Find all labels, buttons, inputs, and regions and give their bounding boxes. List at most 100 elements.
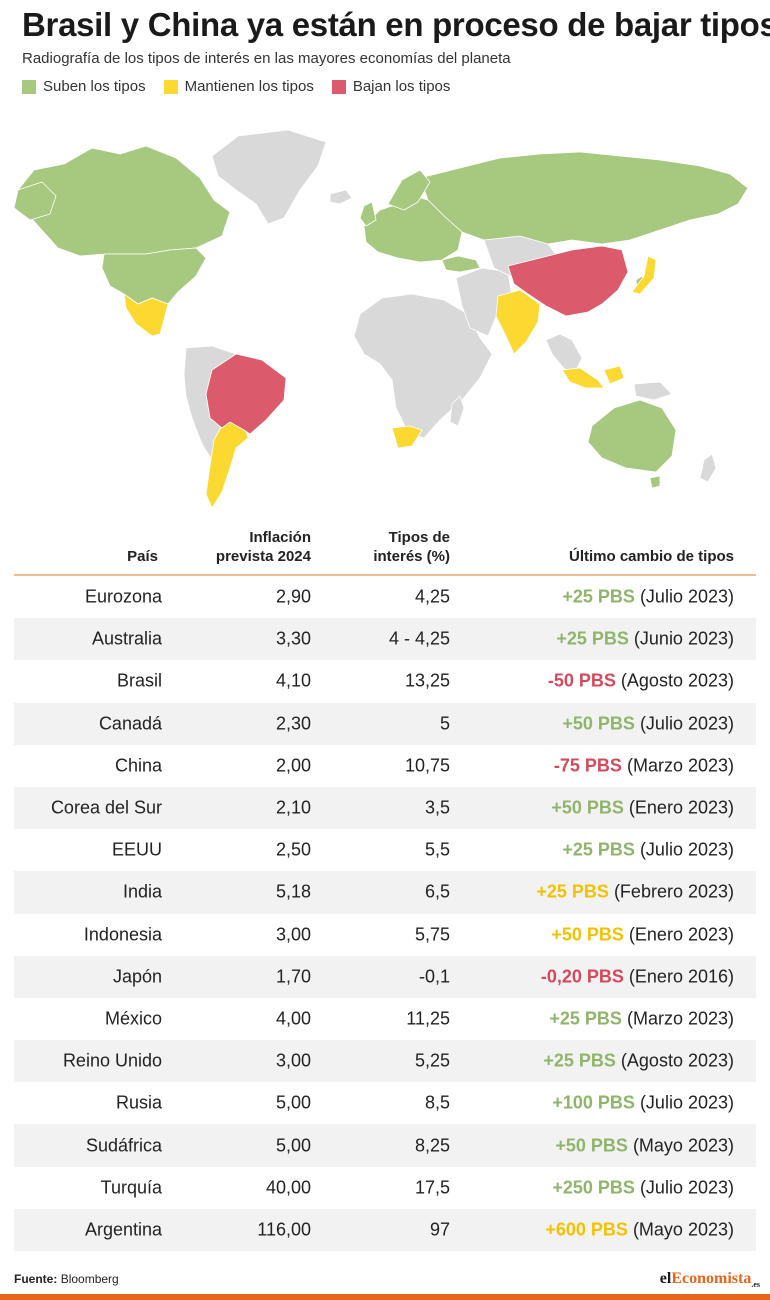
cell-country: Australia [91,628,162,649]
cell-change-pbs: +25 PBS [543,1050,616,1071]
cell-change-pbs: -0,20 PBS [540,966,624,987]
footer-source-label: Fuente: [14,1272,58,1286]
cell-rate: 4,25 [414,586,450,607]
cell-country: Turquía [100,1177,162,1198]
table-row: Japón 1,70 -0,1 -0,20 PBS (Enero 2016) [14,955,756,998]
cell-inflation: 116,00 [257,1219,311,1240]
iceland-shape [329,189,353,205]
cell-last-change: -0,20 PBS (Enero 2016) [541,966,734,987]
table-row: China 2,00 10,75 -75 PBS (Marzo 2023) [14,745,756,787]
cell-change-date: (Junio 2023) [633,628,734,649]
cell-change-date: (Enero 2023) [628,924,734,945]
argentina-shape [205,417,249,509]
cell-change-pbs: +50 PBS [555,1135,628,1156]
cell-country: EEUU [111,839,162,860]
table-row: India 5,18 6,5 +25 PBS (Febrero 2023) [14,871,756,914]
greenland-shape [211,129,327,225]
papua-shape [633,381,673,401]
japan-shape [631,255,657,295]
cell-change-pbs: +250 PBS [552,1177,635,1198]
cell-rate: 17,5 [414,1177,450,1198]
cell-change-pbs: +25 PBS [562,839,635,860]
header-inflation: Inflación prevista 2024 [216,528,311,566]
cell-country: Eurozona [84,586,162,607]
australia-shape [587,399,677,473]
cell-change-pbs: +600 PBS [545,1219,628,1240]
legend-swatch-rise [22,79,36,94]
cell-last-change: +25 PBS (Junio 2023) [556,629,734,650]
cell-inflation: 3,00 [275,924,311,945]
cell-country: China [114,755,162,776]
cell-last-change: +250 PBS (Julio 2023) [552,1177,734,1198]
cell-last-change: +25 PBS (Julio 2023) [562,840,734,861]
cell-change-date: (Julio 2023) [639,1177,734,1198]
usa-shape [101,247,207,305]
new-zealand-shape [699,453,717,483]
legend-item-rise: Suben los tipos [22,78,146,95]
cell-rate: 6,5 [424,881,450,902]
south-africa-shape [391,425,423,449]
cell-change-date: (Febrero 2023) [613,881,734,902]
cell-country: Rusia [115,1092,162,1113]
cell-inflation: 2,50 [275,839,311,860]
cell-change-date: (Marzo 2023) [626,755,734,776]
legend-label-rise: Suben los tipos [43,78,146,95]
table-row: Canadá 2,30 5 +50 PBS (Julio 2023) [14,702,756,745]
cell-change-pbs: +25 PBS [562,586,635,607]
cell-change-date: (Julio 2023) [639,1092,734,1113]
cell-country: México [104,1008,162,1029]
cell-rate: 3,5 [424,797,450,818]
china-shape [507,245,629,317]
cell-rate: 4 - 4,25 [388,628,450,649]
brand-suffix: .es [751,1280,760,1290]
cell-change-date: (Mayo 2023) [632,1219,734,1240]
legend-label-cut: Bajan los tipos [352,78,451,95]
uk-shape [359,201,377,227]
madagascar-shape [449,395,465,427]
cell-last-change: +600 PBS (Mayo 2023) [545,1219,734,1240]
cell-change-pbs: +25 PBS [536,881,609,902]
cell-change-date: (Enero 2016) [628,966,734,987]
legend-item-hold: Mantienen los tipos [163,78,314,95]
table-row: Australia 3,30 4 - 4,25 +25 PBS (Junio 2023… [14,618,756,661]
cell-change-pbs: +25 PBS [556,628,629,649]
cell-change-date: (Mayo 2023) [632,1135,734,1156]
cell-inflation: 5,18 [275,881,311,902]
cell-last-change: +25 PBS (Marzo 2023) [549,1008,734,1029]
cell-last-change: +25 PBS (Agosto 2023) [543,1051,734,1072]
mexico-shape [123,293,169,337]
cell-rate: 5,75 [414,924,450,945]
cell-rate: 10,75 [404,755,450,776]
cell-inflation: 5,00 [275,1092,311,1113]
world-map-svg [13,129,749,509]
table-row: Reino Unido 3,00 5,25 +25 PBS (Agosto 2023) [14,1040,756,1083]
cell-change-date: (Agosto 2023) [620,1050,734,1071]
footer-source: Fuente: Bloomberg [14,1272,119,1286]
cell-last-change: +50 PBS (Mayo 2023) [555,1135,734,1156]
cell-change-pbs: +50 PBS [551,797,624,818]
table-row: Sudáfrica 5,00 8,25 +50 PBS (Mayo 2023) [14,1124,756,1167]
table-row: Indonesia 3,00 5,75 +50 PBS (Enero 2023) [14,914,756,956]
cell-inflation: 4,00 [275,1008,311,1029]
cell-change-pbs: -75 PBS [553,755,622,776]
cell-change-date: (Agosto 2023) [620,670,734,691]
cell-country: Reino Unido [62,1050,162,1071]
cell-last-change: +50 PBS (Enero 2023) [551,798,734,819]
cell-country: Indonesia [83,924,162,945]
table-header: País Inflación prevista 2024 Tipos de in… [14,524,756,576]
cell-change-date: (Julio 2023) [639,713,734,734]
rates-table: Eurozona 2,90 4,25 +25 PBS (Julio 2023) Aust… [14,576,756,1251]
cell-inflation: 2,00 [275,755,311,776]
russia-shape [419,151,749,245]
cell-change-pbs: +50 PBS [551,924,624,945]
footer-source-value: Bloomberg [60,1272,119,1286]
cell-rate: 5 [439,713,450,734]
cell-rate: 5,5 [424,839,450,860]
table-row: Turquía 40,00 17,5 +250 PBS (Julio 2023) [14,1167,756,1209]
world-map [0,108,770,518]
cell-change-pbs: +25 PBS [549,1008,622,1029]
cell-country: Japón [112,966,162,987]
table-row: México 4,00 11,25 +25 PBS (Marzo 2023) [14,998,756,1040]
brand-part2: Economista [671,1270,752,1287]
header-rate-line1: Tipos de [388,529,450,546]
